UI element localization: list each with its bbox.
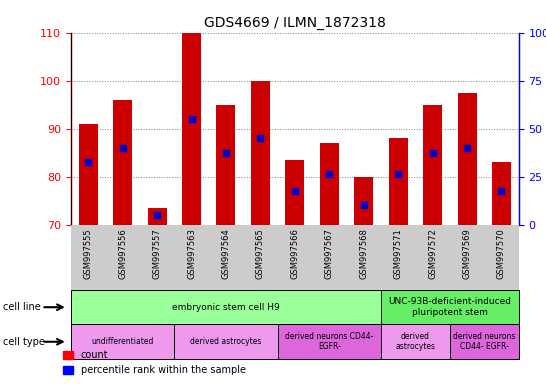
Bar [354, 177, 373, 225]
Text: GSM997572: GSM997572 [428, 228, 437, 279]
Bar [79, 124, 98, 225]
Bar [216, 104, 235, 225]
Legend: count, percentile rank within the sample: count, percentile rank within the sample [60, 346, 250, 379]
Text: cell type: cell type [3, 337, 45, 347]
Point [222, 149, 230, 156]
Text: GSM997556: GSM997556 [118, 228, 127, 279]
Bar [423, 104, 442, 225]
Text: GSM997568: GSM997568 [359, 228, 368, 279]
Bar [492, 162, 511, 225]
Point [118, 145, 127, 151]
Text: GSM997565: GSM997565 [256, 228, 265, 279]
Point [359, 202, 368, 209]
Bar [381, 324, 450, 359]
Text: GSM997563: GSM997563 [187, 228, 196, 279]
Text: GSM997564: GSM997564 [222, 228, 230, 279]
Text: derived astrocytes: derived astrocytes [190, 337, 262, 346]
Bar [381, 290, 519, 324]
Point [394, 171, 402, 177]
Bar [277, 324, 381, 359]
Text: GSM997555: GSM997555 [84, 228, 93, 278]
Text: derived neurons
CD44- EGFR-: derived neurons CD44- EGFR- [453, 332, 515, 351]
Point [84, 159, 93, 166]
Bar [113, 100, 132, 225]
Bar [286, 160, 304, 225]
Title: GDS4669 / ILMN_1872318: GDS4669 / ILMN_1872318 [204, 16, 386, 30]
Point [497, 188, 506, 194]
Bar [71, 290, 381, 324]
Point [462, 145, 471, 151]
Text: GSM997566: GSM997566 [290, 228, 299, 279]
Text: GSM997569: GSM997569 [462, 228, 472, 279]
Bar [182, 33, 201, 225]
Text: GSM997557: GSM997557 [152, 228, 162, 279]
Bar [458, 93, 477, 225]
Text: derived neurons CD44-
EGFR-: derived neurons CD44- EGFR- [285, 332, 373, 351]
Point [325, 171, 334, 177]
Text: GSM997570: GSM997570 [497, 228, 506, 279]
Text: undifferentiated: undifferentiated [91, 337, 154, 346]
Text: GSM997571: GSM997571 [394, 228, 402, 279]
Bar [320, 143, 339, 225]
Text: cell line: cell line [3, 302, 40, 312]
Bar [389, 138, 408, 225]
Text: GSM997567: GSM997567 [325, 228, 334, 279]
Text: UNC-93B-deficient-induced
pluripotent stem: UNC-93B-deficient-induced pluripotent st… [388, 298, 511, 317]
Bar [450, 324, 519, 359]
Bar [71, 324, 174, 359]
Point [256, 135, 265, 141]
Bar [251, 81, 270, 225]
Point [428, 149, 437, 156]
Text: embryonic stem cell H9: embryonic stem cell H9 [172, 303, 280, 312]
Bar [147, 208, 167, 225]
Point [153, 212, 162, 218]
Text: derived
astrocytes: derived astrocytes [395, 332, 435, 351]
Point [290, 188, 299, 194]
Point [187, 116, 196, 122]
Bar [174, 324, 277, 359]
